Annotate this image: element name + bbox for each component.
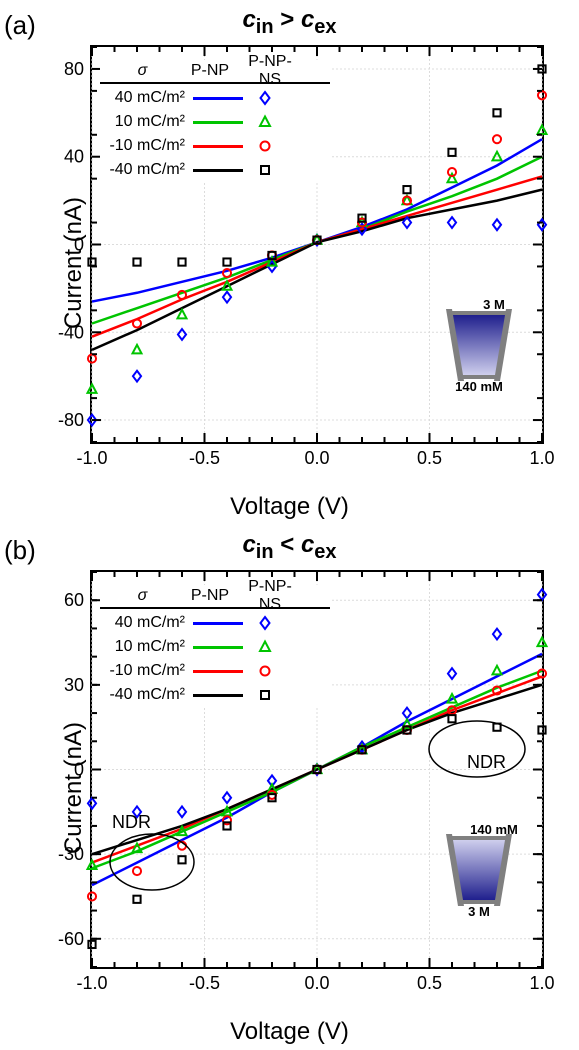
svg-text:-40: -40 [58,322,84,342]
legend-sigma: σ [100,587,185,605]
legend-header: σ P-NP P-NP-NS [100,585,330,607]
legend-marker-swatch [243,662,287,680]
svg-text:30: 30 [64,675,84,695]
panel-b-plot: -1.0-0.50.00.51.0 -60-3003060 σ P-NP P-N… [90,570,544,969]
legend-pnp: P-NP [185,587,235,605]
panel-a-xlabel: Voltage (V) [0,493,579,521]
legend-label: 40 mC/m² [100,89,193,107]
svg-text:1.0: 1.0 [529,973,554,993]
svg-text:60: 60 [64,590,84,610]
legend-marker-swatch [243,137,287,155]
panel-b: (b) cin < cex Current (nA) -1.0-0.50.00.… [0,525,579,1050]
legend-marker-swatch [243,89,287,107]
svg-text:0.5: 0.5 [417,973,442,993]
legend-marker-swatch [243,161,287,179]
legend-line-swatch [193,646,243,649]
panel-b-xlabel: Voltage (V) [0,1018,579,1046]
legend-row: -40 mC/m² [100,158,330,182]
panel-b-title: cin < cex [0,531,579,564]
svg-text:0: 0 [74,760,84,780]
panel-a-plot: -1.0-0.50.00.51.0 -80-4004080 σ P-NP P-N… [90,45,544,444]
svg-text:0.5: 0.5 [417,448,442,468]
svg-text:140 mM: 140 mM [455,379,503,394]
svg-text:0: 0 [74,235,84,255]
panel-b-ylabel: Current (nA) [60,721,88,853]
legend-label: -10 mC/m² [100,137,193,155]
legend-marker-swatch [243,113,287,131]
panel-a-inset: 3 M 140 mM [434,299,524,389]
legend-row: 40 mC/m² [100,611,330,635]
svg-text:1.0: 1.0 [529,448,554,468]
svg-text:80: 80 [64,59,84,79]
legend-header: σ P-NP P-NP-NS [100,60,330,82]
legend-row: -10 mC/m² [100,659,330,683]
ndr-label: NDR [467,752,506,773]
legend-marker-swatch [243,638,287,656]
legend-line-swatch [193,145,243,148]
svg-text:0.0: 0.0 [304,973,329,993]
legend-row: 40 mC/m² [100,86,330,110]
svg-text:-60: -60 [58,929,84,949]
legend-label: 10 mC/m² [100,638,193,656]
legend-line-swatch [193,694,243,697]
legend-row: 10 mC/m² [100,635,330,659]
panel-a-ylabel: Current (nA) [60,196,88,328]
panel-a-title: cin > cex [0,6,579,39]
legend-marker-swatch [243,686,287,704]
legend-pnpns: P-NP-NS [235,578,301,614]
legend-pnp: P-NP [185,62,235,80]
svg-text:3 M: 3 M [468,904,490,919]
legend-label: -10 mC/m² [100,662,193,680]
svg-text:-0.5: -0.5 [189,448,220,468]
legend-pnpns: P-NP-NS [235,53,301,89]
legend-line-swatch [193,97,243,100]
svg-text:3 M: 3 M [483,297,505,312]
ndr-label: NDR [112,812,151,833]
panel-b-inset: 140 mM 3 M [434,824,524,914]
legend-label: 40 mC/m² [100,614,193,632]
legend-row: -10 mC/m² [100,134,330,158]
svg-text:40: 40 [64,147,84,167]
svg-text:-1.0: -1.0 [76,448,107,468]
legend-row: -40 mC/m² [100,683,330,707]
legend-row: 10 mC/m² [100,110,330,134]
svg-text:-0.5: -0.5 [189,973,220,993]
panel-a-legend: σ P-NP P-NP-NS 40 mC/m² 10 mC/m² -10 mC/… [100,60,330,182]
svg-text:-1.0: -1.0 [76,973,107,993]
legend-sigma: σ [100,62,185,80]
legend-label: 10 mC/m² [100,113,193,131]
legend-marker-swatch [243,614,287,632]
svg-text:0.0: 0.0 [304,448,329,468]
svg-text:-80: -80 [58,410,84,430]
legend-line-swatch [193,169,243,172]
legend-label: -40 mC/m² [100,686,193,704]
panel-b-legend: σ P-NP P-NP-NS 40 mC/m² 10 mC/m² -10 mC/… [100,585,330,707]
legend-line-swatch [193,121,243,124]
legend-label: -40 mC/m² [100,161,193,179]
svg-text:-30: -30 [58,844,84,864]
legend-line-swatch [193,622,243,625]
panel-a: (a) cin > cex Current (nA) -1.0-0.50.00.… [0,0,579,525]
legend-line-swatch [193,670,243,673]
svg-text:140 mM: 140 mM [470,822,518,837]
